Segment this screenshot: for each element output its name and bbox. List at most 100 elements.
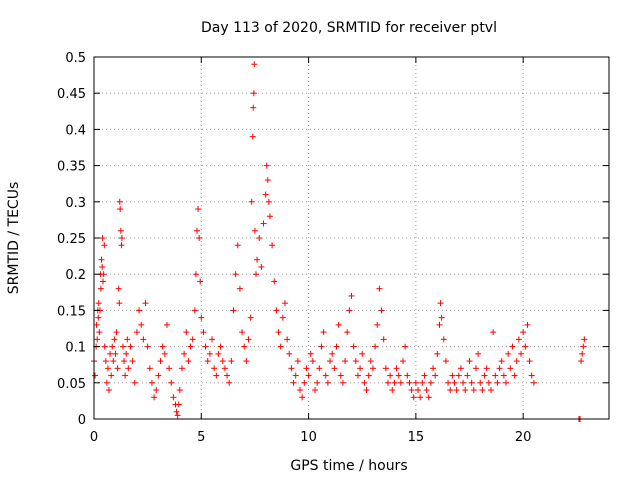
- data-point: [395, 372, 402, 379]
- data-point: [337, 372, 344, 379]
- data-point: [425, 394, 432, 401]
- data-point: [475, 350, 482, 357]
- data-point: [505, 350, 512, 357]
- data-point: [581, 336, 588, 343]
- data-point: [98, 256, 105, 263]
- data-point: [404, 372, 411, 379]
- data-point: [248, 198, 255, 205]
- data-point: [213, 372, 220, 379]
- data-point: [198, 314, 205, 321]
- data-point: [410, 394, 417, 401]
- data-point: [174, 412, 181, 419]
- data-point: [269, 242, 276, 249]
- x-tick-label: 0: [90, 430, 98, 445]
- data-point: [146, 365, 153, 372]
- data-point: [440, 336, 447, 343]
- data-point: [432, 372, 439, 379]
- data-point: [522, 343, 529, 350]
- data-point: [281, 300, 288, 307]
- data-point: [136, 307, 143, 314]
- data-point: [170, 394, 177, 401]
- data-point: [191, 307, 198, 314]
- data-point: [389, 387, 396, 394]
- data-point: [151, 394, 158, 401]
- data-point: [354, 372, 361, 379]
- data-point: [117, 206, 124, 213]
- data-point: [99, 263, 106, 270]
- data-point: [348, 292, 355, 299]
- data-point: [119, 343, 126, 350]
- data-point: [94, 336, 101, 343]
- y-tick-label: 0.3: [65, 196, 86, 211]
- data-point: [173, 408, 180, 415]
- data-point: [524, 321, 531, 328]
- data-point: [112, 350, 119, 357]
- data-point: [181, 350, 188, 357]
- data-point: [580, 343, 587, 350]
- data-point: [460, 379, 467, 386]
- data-point: [273, 307, 280, 314]
- data-point: [258, 263, 265, 270]
- data-point: [312, 387, 319, 394]
- data-point: [437, 300, 444, 307]
- data-point: [515, 336, 522, 343]
- data-point: [263, 162, 270, 169]
- data-point: [301, 379, 308, 386]
- data-point: [236, 285, 243, 292]
- data-point: [438, 314, 445, 321]
- data-point: [125, 365, 132, 372]
- data-point: [138, 321, 145, 328]
- data-point: [359, 350, 366, 357]
- data-point: [250, 90, 257, 97]
- data-point: [442, 358, 449, 365]
- data-point: [262, 191, 269, 198]
- data-point: [320, 329, 327, 336]
- data-point: [346, 307, 353, 314]
- data-point: [271, 278, 278, 285]
- data-point: [579, 350, 586, 357]
- data-point: [339, 379, 346, 386]
- data-point: [397, 379, 404, 386]
- data-point: [100, 271, 107, 278]
- data-point: [228, 358, 235, 365]
- data-point: [427, 379, 434, 386]
- data-point: [264, 177, 271, 184]
- data-point: [254, 256, 261, 263]
- data-point: [97, 285, 104, 292]
- data-point: [367, 358, 374, 365]
- data-point: [102, 358, 109, 365]
- data-point: [95, 300, 102, 307]
- data-point: [221, 365, 228, 372]
- data-point: [477, 379, 484, 386]
- data-point: [226, 379, 233, 386]
- data-point: [92, 372, 99, 379]
- data-point: [122, 372, 129, 379]
- data-point: [96, 329, 103, 336]
- data-point: [175, 401, 182, 408]
- data-point: [107, 350, 114, 357]
- data-point: [211, 365, 218, 372]
- grid-lines: [94, 57, 609, 419]
- data-point: [578, 358, 585, 365]
- data-point: [307, 350, 314, 357]
- data-point: [318, 343, 325, 350]
- data-point: [479, 387, 486, 394]
- data-point: [453, 387, 460, 394]
- data-point: [297, 387, 303, 394]
- data-point: [129, 358, 136, 365]
- data-point: [192, 271, 199, 278]
- data-point: [412, 379, 419, 386]
- data-point: [464, 372, 471, 379]
- data-point: [123, 350, 130, 357]
- data-point: [361, 379, 368, 386]
- data-point: [417, 394, 424, 401]
- data-point: [496, 365, 503, 372]
- data-point: [148, 379, 155, 386]
- data-point: [115, 285, 122, 292]
- data-point: [163, 321, 170, 328]
- x-tick-label: 5: [197, 430, 205, 445]
- data-point: [378, 307, 385, 314]
- data-point: [111, 336, 118, 343]
- data-point: [110, 358, 117, 365]
- data-point: [528, 372, 535, 379]
